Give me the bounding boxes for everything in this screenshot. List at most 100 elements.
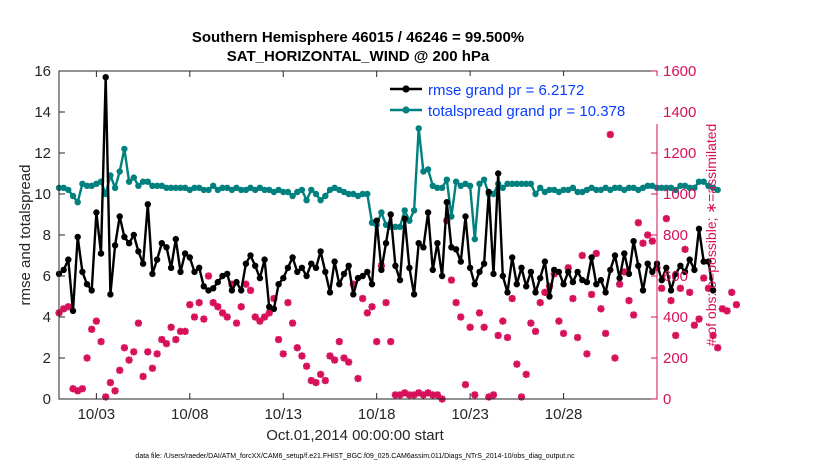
obs-marker-stroke [662, 215, 670, 223]
rmse-point [60, 266, 67, 274]
rmse-point [691, 266, 698, 274]
obs-count-point [125, 356, 133, 364]
rmse-point [705, 258, 712, 265]
totalspread-point [125, 178, 133, 185]
totalspread-point [210, 182, 217, 189]
rmse-point [546, 293, 553, 300]
obs-marker-stroke [279, 350, 287, 358]
rmse-point [107, 291, 114, 298]
rmse-point [345, 262, 352, 269]
totalspread-point [280, 188, 287, 196]
rmse-point [630, 238, 637, 245]
obs-count-point [97, 338, 105, 346]
totalspread-point [677, 182, 684, 189]
totalspread-point [499, 184, 506, 191]
rmse-point [368, 281, 376, 288]
x-tick-label: 10/03 [78, 406, 116, 423]
totalspread-point [537, 184, 544, 191]
rmse-point [597, 276, 605, 284]
totalspread-point [438, 184, 446, 191]
obs-marker-stroke [335, 338, 343, 346]
obs-marker-stroke [265, 309, 273, 317]
rmse-point [83, 281, 91, 288]
obs-count-point [606, 130, 614, 139]
totalspread-point [410, 207, 418, 214]
obs-marker-stroke [494, 332, 502, 339]
obs-marker-stroke [415, 389, 423, 397]
rmse-point [644, 260, 651, 267]
obs-marker-stroke [569, 295, 577, 302]
obs-marker-stroke [181, 327, 189, 335]
totalspread-point [308, 186, 315, 194]
obs-marker-stroke [480, 323, 488, 331]
rmse-point [280, 274, 287, 282]
rmse-point [196, 264, 203, 271]
obs-count-point [499, 317, 507, 325]
totalspread-point [364, 190, 371, 198]
rmse-point [504, 289, 511, 296]
totalspread-point [532, 190, 539, 198]
totalspread-point [200, 186, 207, 194]
obs-count-point [672, 331, 680, 340]
rmse-point [256, 274, 264, 282]
totalspread-point [83, 182, 91, 189]
totalspread-point [443, 176, 450, 183]
legend-totalspread-label: totalspread grand pr = 10.378 [428, 103, 625, 120]
obs-marker-stroke [504, 334, 511, 341]
obs-count-point [536, 299, 544, 307]
y-tick-label-right: 1200 [663, 145, 696, 162]
x-tick-label: 10/13 [264, 406, 302, 423]
totalspread-point [574, 188, 581, 196]
rmse-point [438, 272, 446, 280]
rmse-point [303, 272, 310, 280]
rmse-point [125, 240, 133, 247]
obs-count-point [134, 319, 143, 327]
y-tick-label-right: 400 [663, 309, 688, 326]
obs-count-point [644, 231, 652, 239]
rmse-point [214, 278, 221, 286]
obs-marker-stroke [541, 288, 549, 296]
totalspread-point [644, 182, 651, 189]
obs-marker-stroke [237, 303, 245, 311]
rmse-point [476, 268, 483, 276]
obs-marker-stroke [616, 280, 624, 288]
totalspread-point [289, 192, 296, 200]
obs-marker-stroke [690, 321, 698, 329]
obs-count-point [387, 338, 395, 346]
obs-count-point [587, 290, 596, 299]
totalspread-point [424, 166, 432, 173]
obs-count-point [312, 379, 320, 387]
rmse-point [434, 240, 441, 247]
obs-count-point [634, 219, 642, 227]
obs-count-point [88, 325, 96, 333]
obs-marker-stroke [340, 354, 348, 362]
rmse-point [298, 264, 306, 271]
rmse-point [130, 231, 137, 239]
rmse-point [480, 260, 488, 267]
obs-marker-stroke [368, 303, 376, 311]
obs-count-point [153, 350, 161, 358]
obs-count-point [111, 387, 119, 395]
obs-count-point [602, 329, 610, 337]
totalspread-point [74, 199, 81, 206]
obs-count-point [251, 313, 259, 321]
obs-count-point [317, 370, 325, 378]
obs-count-point [728, 288, 736, 296]
totalspread-point [284, 188, 292, 196]
obs-marker-stroke [490, 391, 497, 399]
obs-count-point [723, 307, 731, 315]
obs-marker-stroke [639, 239, 647, 247]
rmse-point [312, 264, 320, 271]
obs-count-point [578, 251, 586, 260]
obs-count-point [592, 249, 600, 258]
obs-count-point [200, 315, 208, 323]
rmse-point [378, 266, 385, 274]
chart-subtitle: SAT_HORIZONTAL_WIND @ 200 hPa [227, 48, 490, 65]
rmse-point [429, 266, 436, 274]
obs-marker-stroke [284, 299, 292, 307]
y-tick-label-left: 6 [43, 268, 51, 285]
rmse-point [443, 199, 450, 206]
obs-count-point [279, 350, 287, 358]
totalspread-point [509, 180, 516, 187]
rmse-point [191, 268, 198, 276]
